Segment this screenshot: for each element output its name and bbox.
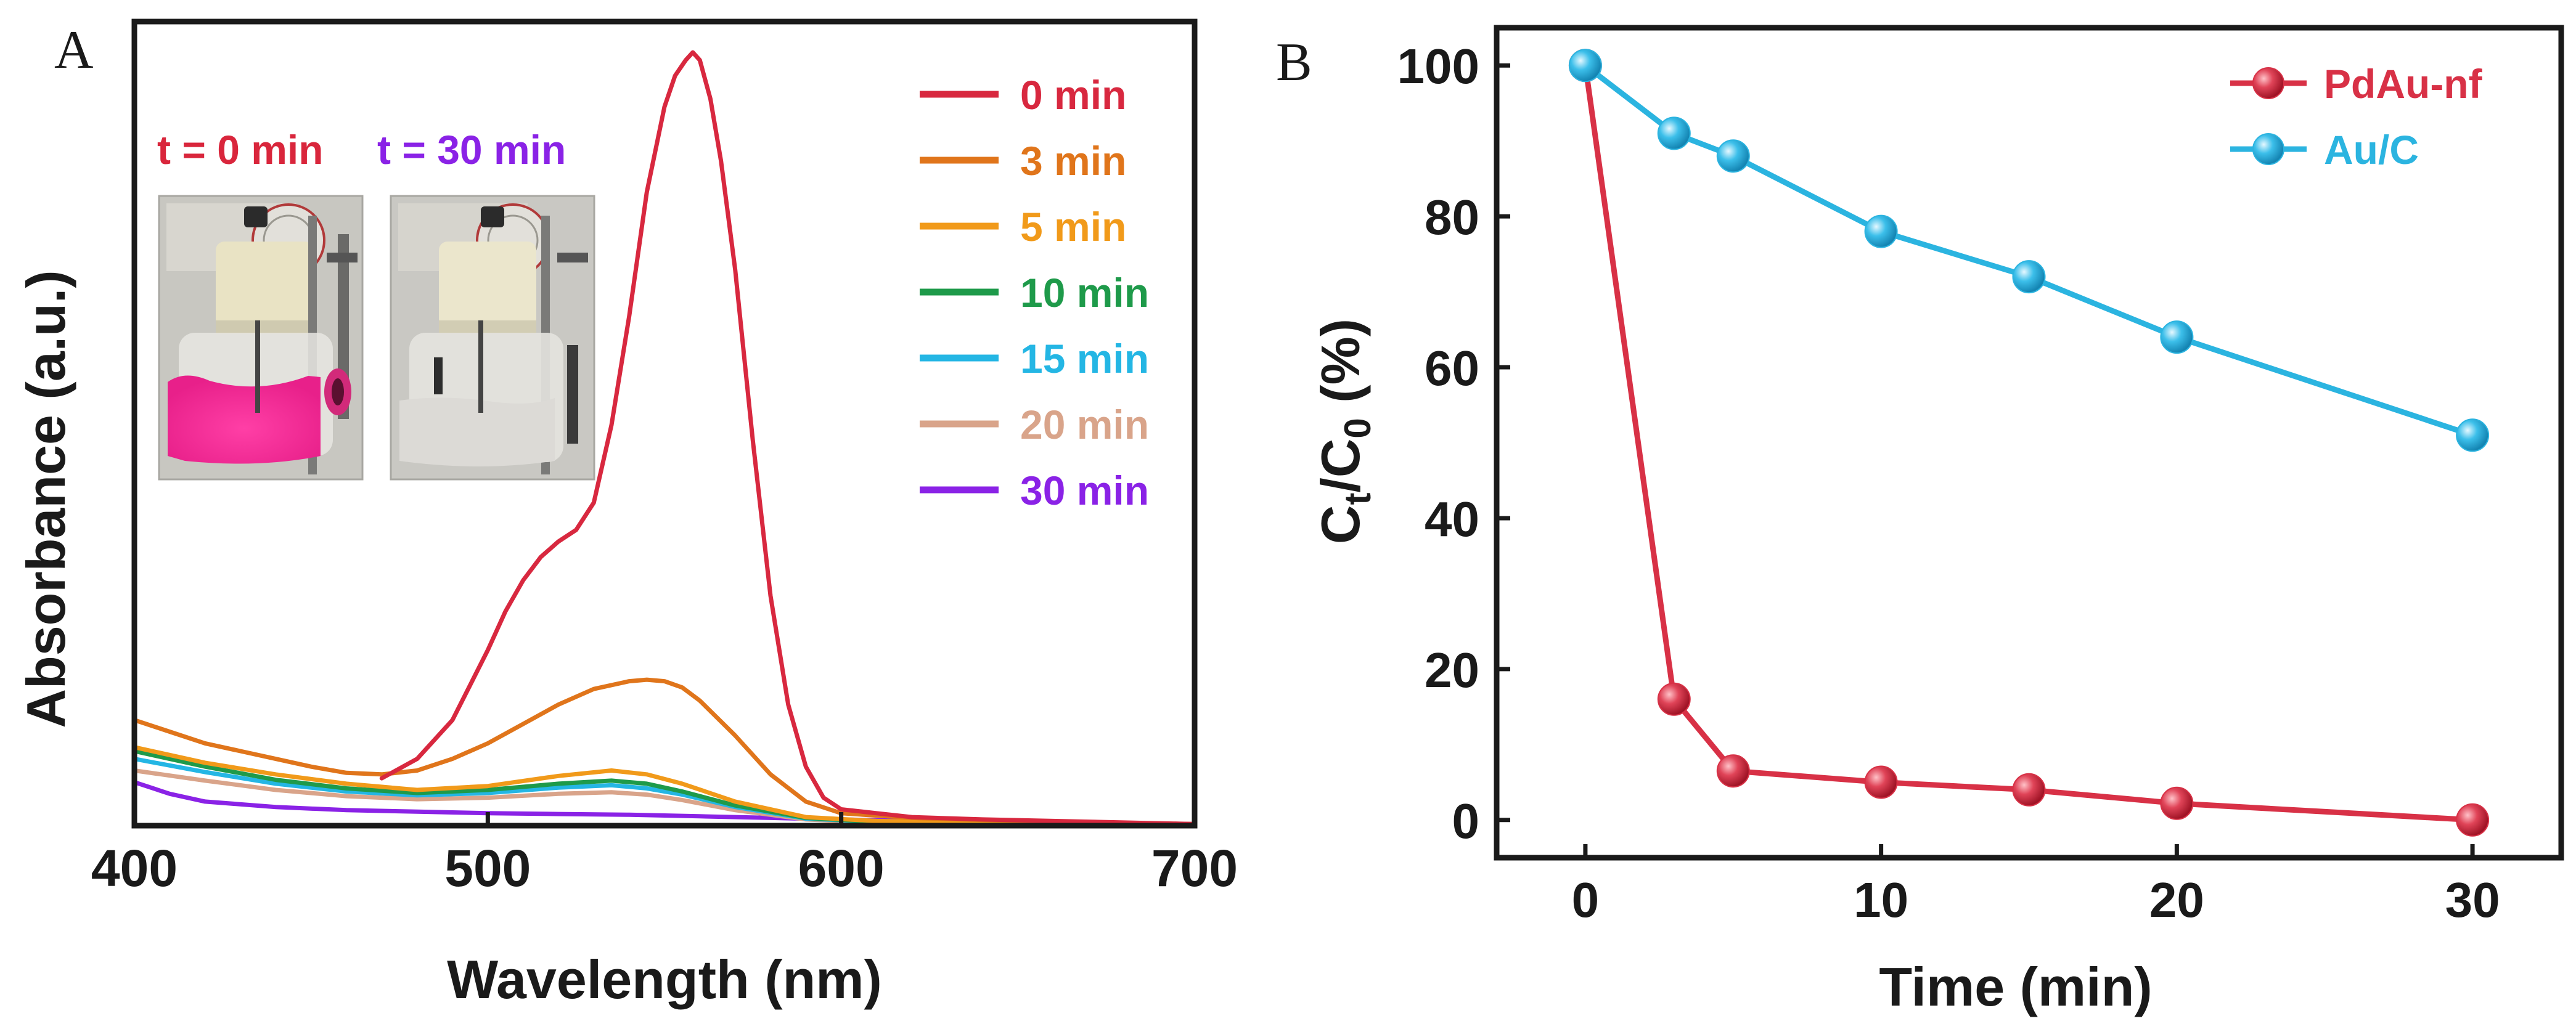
panel-a-legend: 0 min 3 min 5 min 10 min 15 min 20 min 30 min	[920, 72, 1149, 513]
series-line-pdau-nf	[1582, 65, 2473, 823]
data-point-pdau-nf	[2012, 773, 2046, 807]
data-point-pdau-nf	[2456, 803, 2490, 837]
legend-marker	[2252, 133, 2284, 165]
data-point-pdau-nf	[1716, 754, 1750, 788]
data-point-au-c	[1568, 49, 1602, 83]
y-tick-label: 80	[1425, 190, 1479, 245]
panel-a-letter: A	[54, 20, 94, 80]
x-tick-label: 500	[444, 839, 531, 897]
data-point-pdau-nf	[2160, 786, 2194, 820]
panel-a-plot-frame	[131, 18, 1198, 829]
panel-b-letter: B	[1276, 33, 1312, 92]
data-point-pdau-nf	[1864, 765, 1898, 799]
x-tick-label: 10	[1854, 872, 1908, 927]
legend-label: 15 min	[1020, 336, 1149, 381]
legend-label: Au/C	[2324, 127, 2419, 173]
panel-b-x-axis-label: Time (min)	[1879, 956, 2152, 1017]
legend-label: PdAu-nf	[2324, 61, 2483, 107]
panel-a-x-ticks: 400 500 600 700	[91, 812, 1238, 897]
data-point-au-c	[1657, 116, 1691, 150]
legend-label: 20 min	[1020, 402, 1149, 447]
x-tick-label: 600	[798, 839, 885, 897]
panel-b-plot-frame	[1494, 25, 2564, 861]
data-point-au-c	[1864, 214, 1898, 248]
data-point-au-c	[1716, 139, 1750, 173]
legend-label: 30 min	[1020, 468, 1149, 513]
panel-b-y-ticks: 0 20 40 60 80 100	[1397, 39, 1510, 848]
legend-label: 3 min	[1020, 138, 1126, 184]
inset-label-t30: t = 30 min	[377, 127, 566, 173]
panel-b-legend: PdAu-nf Au/C	[2230, 61, 2483, 173]
panel-b-series	[1568, 49, 2490, 837]
x-tick-label: 0	[1572, 872, 1600, 927]
series-line-5-min	[132, 745, 1197, 828]
x-tick-label: 400	[91, 839, 178, 897]
y-tick-label: 20	[1425, 643, 1479, 698]
data-point-au-c	[2012, 260, 2046, 294]
x-tick-label: 700	[1151, 839, 1238, 897]
legend-label: 10 min	[1020, 270, 1149, 315]
legend-label: 0 min	[1020, 72, 1126, 118]
y-tick-label: 60	[1425, 341, 1479, 396]
y-tick-label: 100	[1397, 39, 1479, 94]
series-line-0-min	[379, 50, 1197, 826]
inset-photo-before	[158, 195, 364, 481]
panel-a-series	[132, 50, 1197, 828]
x-tick-label: 20	[2149, 872, 2204, 927]
data-point-pdau-nf	[1657, 682, 1691, 716]
panel-a-x-axis-label: Wavelength (nm)	[447, 949, 882, 1010]
panel-a: A 400 500 600 700 0 min 3 min 5 min 10 min 15 m…	[15, 18, 1238, 1010]
inset-label-t0: t = 0 min	[157, 127, 324, 173]
data-point-au-c	[2456, 418, 2490, 452]
legend-marker	[2252, 67, 2284, 99]
y-tick-label: 40	[1425, 492, 1479, 547]
series-line-au-c	[1584, 63, 2474, 438]
data-point-au-c	[2160, 320, 2194, 354]
series-line-3-min	[132, 677, 1197, 826]
x-tick-label: 30	[2445, 872, 2500, 927]
panel-b: B 0 20 40 60 80 100 0 10 20 30 PdAu-nf Au/C Time …	[1276, 25, 2564, 1017]
panel-b-y-axis-label: Ct/C0 (%)	[1310, 319, 1378, 544]
legend-label: 5 min	[1020, 204, 1126, 250]
panel-b-x-ticks: 0 10 20 30	[1572, 844, 2500, 927]
y-tick-label: 0	[1452, 794, 1480, 848]
panel-a-y-axis-label: Absorbance (a.u.)	[15, 270, 76, 728]
inset-photo-after	[390, 195, 595, 481]
